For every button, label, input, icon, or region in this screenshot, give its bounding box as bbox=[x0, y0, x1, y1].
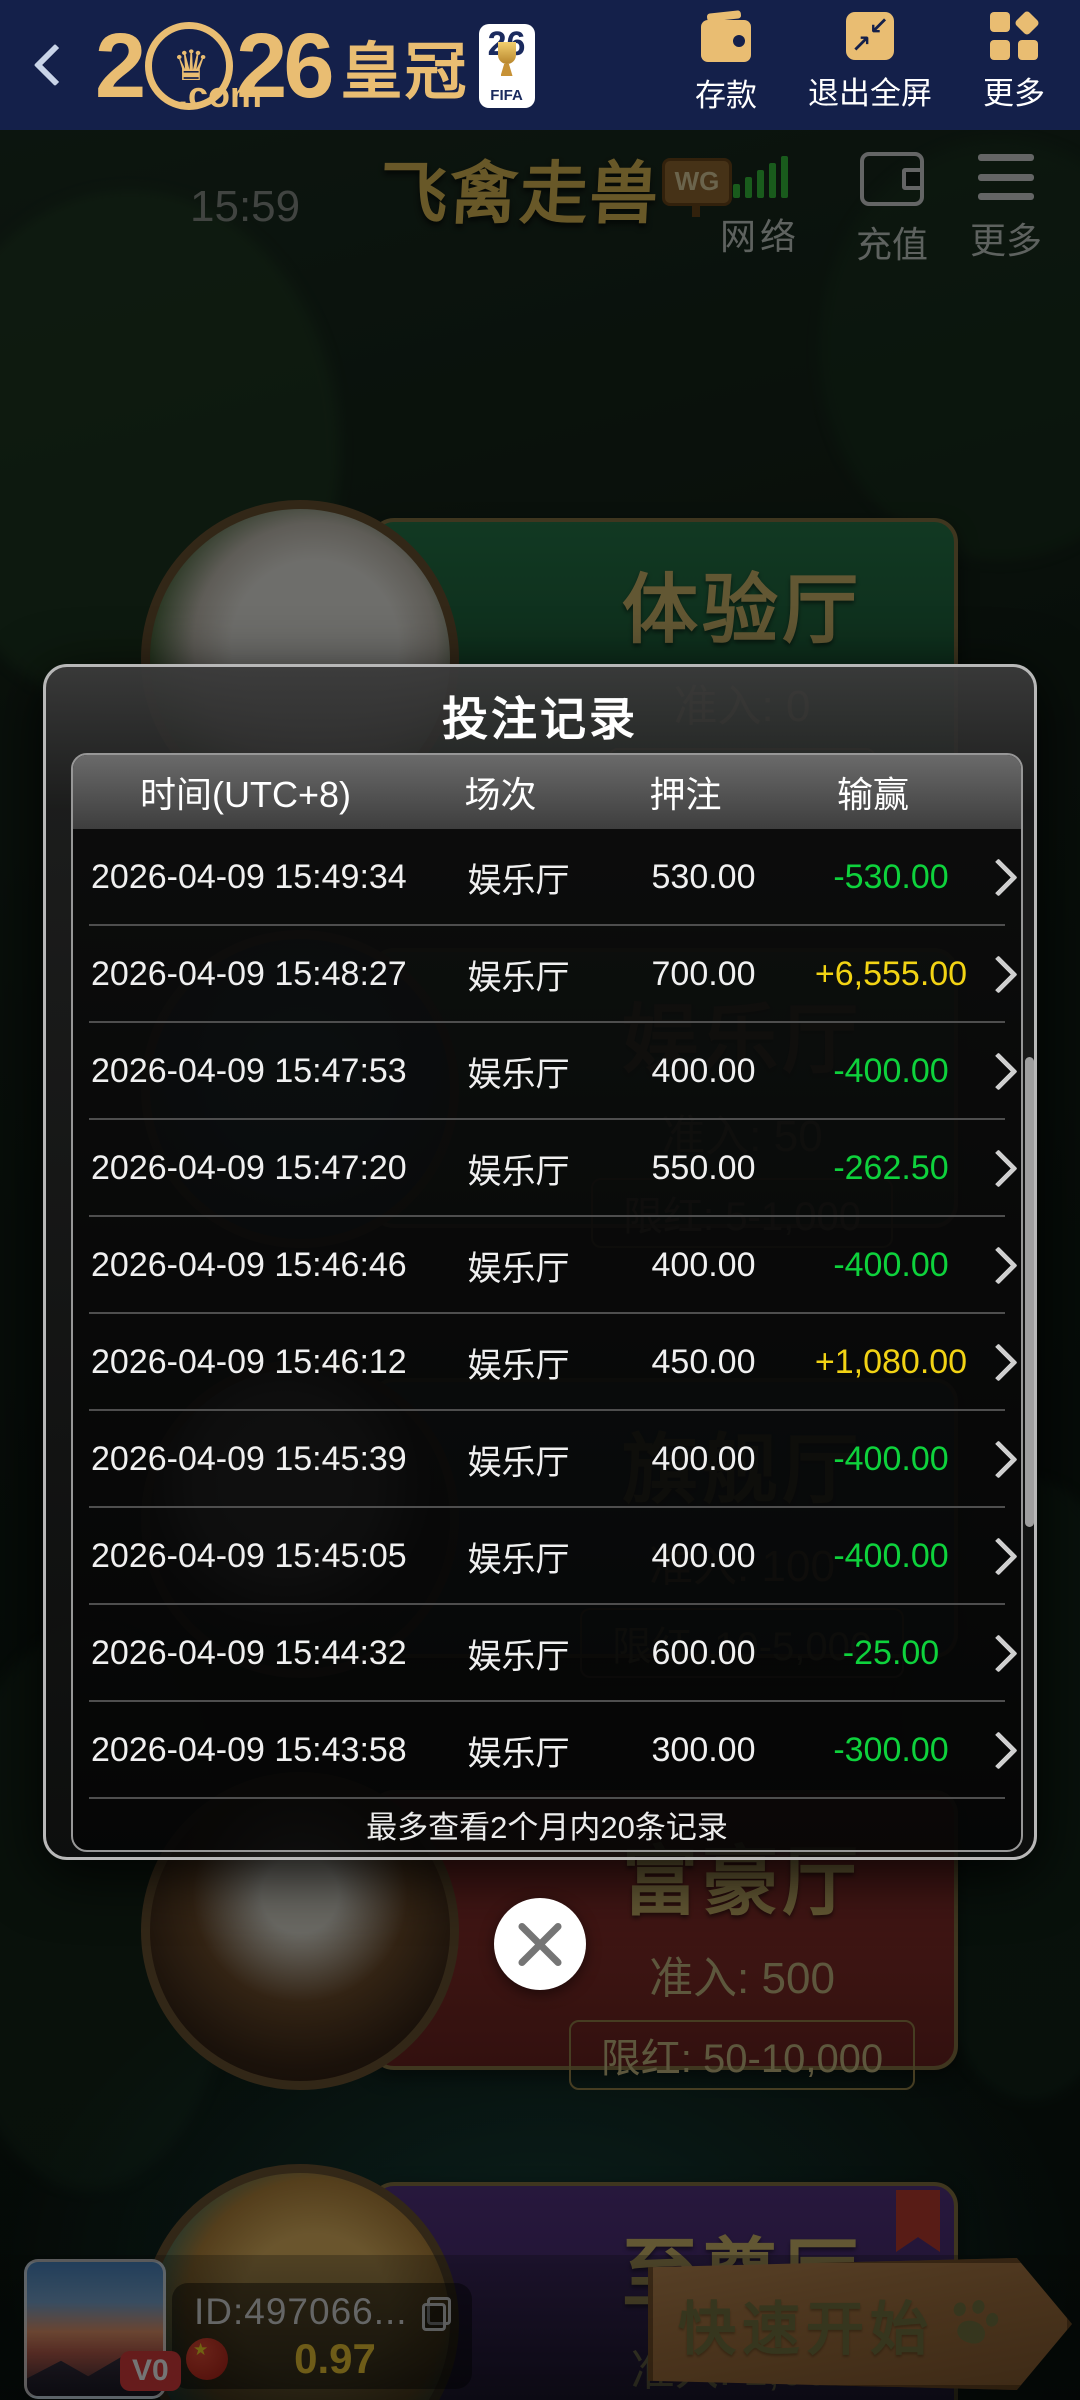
deposit-button[interactable]: 存款 bbox=[678, 12, 774, 115]
bet-record-row[interactable]: 2026-04-09 15:45:39 娱乐厅 400.00 -400.00 bbox=[73, 1411, 1021, 1508]
chevron-right-icon bbox=[979, 1246, 1018, 1285]
record-result: +6,555.00 bbox=[814, 955, 968, 993]
record-result: -262.50 bbox=[833, 1149, 949, 1187]
record-bet: 530.00 bbox=[651, 858, 756, 896]
chevron-right-icon bbox=[979, 1343, 1018, 1382]
record-hall: 娱乐厅 bbox=[467, 1347, 570, 1385]
chevron-right-icon bbox=[979, 955, 1018, 994]
grid-more-icon bbox=[990, 9, 1041, 60]
record-hall: 娱乐厅 bbox=[467, 1541, 570, 1579]
record-time: 2026-04-09 15:44:32 bbox=[91, 1634, 407, 1672]
more-button[interactable]: 更多 bbox=[966, 9, 1062, 115]
record-result: -300.00 bbox=[833, 1731, 949, 1769]
bet-record-row[interactable]: 2026-04-09 15:48:27 娱乐厅 700.00 +6,555.00 bbox=[73, 926, 1021, 1023]
chevron-right-icon bbox=[979, 1731, 1018, 1770]
trophy-icon bbox=[497, 42, 516, 64]
record-bet: 550.00 bbox=[651, 1149, 756, 1187]
record-hall: 娱乐厅 bbox=[467, 1153, 570, 1191]
chevron-right-icon bbox=[979, 1634, 1018, 1673]
record-hall: 娱乐厅 bbox=[467, 862, 570, 900]
record-bet: 700.00 bbox=[651, 955, 756, 993]
fifa-world-cup-badge: 26 FIFA bbox=[478, 24, 535, 108]
records-table: 时间(UTC+8) 场次 押注 输赢 2026-04-09 15:49:34 娱… bbox=[71, 753, 1023, 1852]
col-header-result: 输赢 bbox=[836, 774, 909, 815]
col-header-time: 时间(UTC+8) bbox=[139, 774, 351, 815]
wallet-icon bbox=[701, 20, 751, 62]
scrollbar-thumb[interactable] bbox=[1025, 1057, 1034, 1527]
bet-records-modal: 投注记录 时间(UTC+8) 场次 押注 输赢 2026-04-09 15:49… bbox=[43, 664, 1037, 1860]
logo-domain: .com bbox=[178, 74, 263, 115]
chevron-right-icon bbox=[979, 1149, 1018, 1188]
record-bet: 450.00 bbox=[651, 1343, 756, 1381]
record-bet: 400.00 bbox=[651, 1537, 756, 1575]
back-icon[interactable] bbox=[33, 43, 77, 87]
logo-2026: 2 ♛ 2 6 bbox=[95, 15, 335, 117]
bet-record-row[interactable]: 2026-04-09 15:47:53 娱乐厅 400.00 -400.00 bbox=[73, 1023, 1021, 1120]
record-result: -25.00 bbox=[842, 1634, 940, 1672]
bet-record-row[interactable]: 2026-04-09 15:44:32 娱乐厅 600.00 -25.00 bbox=[73, 1605, 1021, 1702]
record-bet: 400.00 bbox=[651, 1052, 756, 1090]
record-time: 2026-04-09 15:49:34 bbox=[91, 858, 407, 896]
record-time: 2026-04-09 15:47:20 bbox=[91, 1149, 407, 1187]
bet-record-row[interactable]: 2026-04-09 15:43:58 娱乐厅 300.00 -300.00 bbox=[73, 1702, 1021, 1799]
brand-name: 皇冠 bbox=[340, 38, 469, 107]
record-result: -400.00 bbox=[833, 1246, 949, 1284]
bet-record-row[interactable]: 2026-04-09 15:46:12 娱乐厅 450.00 +1,080.00 bbox=[73, 1314, 1021, 1411]
record-time: 2026-04-09 15:43:58 bbox=[91, 1731, 407, 1769]
record-hall: 娱乐厅 bbox=[467, 1056, 570, 1094]
record-hall: 娱乐厅 bbox=[467, 1444, 570, 1482]
record-bet: 300.00 bbox=[651, 1731, 756, 1769]
record-time: 2026-04-09 15:46:12 bbox=[91, 1343, 407, 1381]
exit-fullscreen-button[interactable]: ↙ ↗ 退出全屏 bbox=[808, 12, 932, 111]
record-hall: 娱乐厅 bbox=[467, 1735, 570, 1773]
record-result: +1,080.00 bbox=[814, 1343, 968, 1381]
bet-record-row[interactable]: 2026-04-09 15:46:46 娱乐厅 400.00 -400.00 bbox=[73, 1217, 1021, 1314]
record-time: 2026-04-09 15:46:46 bbox=[91, 1246, 407, 1284]
brand-logo: 2♛26 皇冠 26 FIFA bbox=[95, 14, 535, 118]
record-result: -400.00 bbox=[833, 1440, 949, 1478]
records-limit-note: 最多查看2个月内20条记录 bbox=[366, 1809, 728, 1845]
top-app-bar: 2♛26 皇冠 26 FIFA .com 存款 ↙↗ 退出全屏 更多 bbox=[0, 0, 1080, 130]
bet-record-row[interactable]: 2026-04-09 15:49:34 娱乐厅 530.00 -530.00 bbox=[73, 829, 1021, 926]
modal-title: 投注记录 bbox=[442, 693, 638, 745]
record-time: 2026-04-09 15:47:53 bbox=[91, 1052, 407, 1090]
top-actions: 存款 ↙ ↗ 退出全屏 更多 bbox=[678, 9, 1062, 115]
record-bet: 600.00 bbox=[651, 1634, 756, 1672]
record-result: -400.00 bbox=[833, 1052, 949, 1090]
table-header: 时间(UTC+8) 场次 押注 输赢 bbox=[73, 755, 1021, 829]
chevron-right-icon bbox=[979, 1052, 1018, 1091]
record-result: -530.00 bbox=[833, 858, 949, 896]
close-modal-button[interactable] bbox=[494, 1898, 586, 1990]
chevron-right-icon bbox=[979, 858, 1018, 897]
record-bet: 400.00 bbox=[651, 1440, 756, 1478]
record-time: 2026-04-09 15:45:05 bbox=[91, 1537, 407, 1575]
record-bet: 400.00 bbox=[651, 1246, 756, 1284]
exit-fullscreen-icon: ↙ ↗ bbox=[846, 12, 894, 60]
record-hall: 娱乐厅 bbox=[467, 1250, 570, 1288]
bet-record-row[interactable]: 2026-04-09 15:45:05 娱乐厅 400.00 -400.00 bbox=[73, 1508, 1021, 1605]
col-header-bet: 押注 bbox=[649, 774, 722, 815]
chevron-right-icon bbox=[979, 1440, 1018, 1479]
record-hall: 娱乐厅 bbox=[467, 1638, 570, 1676]
record-result: -400.00 bbox=[833, 1537, 949, 1575]
record-hall: 娱乐厅 bbox=[467, 959, 570, 997]
chevron-right-icon bbox=[979, 1537, 1018, 1576]
bet-record-row[interactable]: 2026-04-09 15:47:20 娱乐厅 550.00 -262.50 bbox=[73, 1120, 1021, 1217]
col-header-hall: 场次 bbox=[464, 774, 537, 815]
table-body: 2026-04-09 15:49:34 娱乐厅 530.00 -530.00 2… bbox=[73, 829, 1021, 1799]
record-time: 2026-04-09 15:45:39 bbox=[91, 1440, 407, 1478]
record-time: 2026-04-09 15:48:27 bbox=[91, 955, 407, 993]
chip-crown-icon: ♛ bbox=[145, 22, 234, 110]
